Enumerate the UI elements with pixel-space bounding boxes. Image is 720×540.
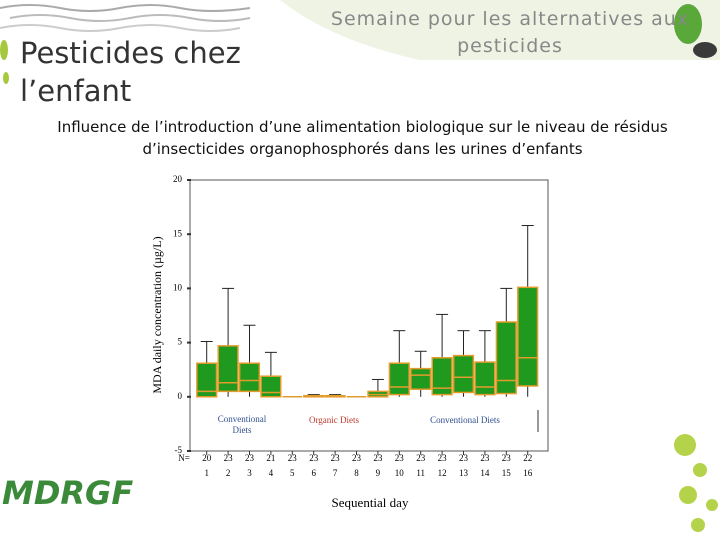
n-value: 23	[245, 453, 255, 463]
y-tick-label: 5	[178, 337, 183, 347]
banner: Semaine pour les alternatives aux pestic…	[330, 8, 690, 57]
x-tick-label: 8	[354, 468, 359, 478]
box	[238, 362, 261, 393]
n-value: 23	[459, 453, 469, 463]
subtitle: Influence de l’introduction d’une alimen…	[57, 118, 668, 158]
box	[260, 375, 282, 398]
n-value: 23	[288, 453, 298, 463]
annotation: Conventional Diets	[430, 415, 500, 425]
x-tick-label: 4	[269, 468, 274, 478]
x-tick-label: 13	[459, 468, 469, 478]
box	[452, 354, 475, 394]
x-tick-label: 15	[502, 468, 512, 478]
y-tick-label: 15	[173, 228, 183, 238]
n-value: 23	[502, 453, 512, 463]
n-value: 23	[352, 453, 362, 463]
box	[431, 357, 453, 396]
x-tick-label: 3	[247, 468, 252, 478]
box	[388, 362, 410, 396]
x-tick-label: 10	[395, 468, 405, 478]
slide-title: Pesticides chez l’enfant	[20, 36, 241, 108]
box	[474, 361, 496, 396]
n-value: 23	[331, 453, 341, 463]
logo: MDRGF	[2, 474, 134, 512]
n-value: 23	[373, 453, 383, 463]
y-tick-label: 20	[173, 174, 183, 184]
box	[517, 286, 539, 387]
x-tick-label: 16	[523, 468, 533, 478]
x-tick-label: 11	[416, 468, 425, 478]
n-value: 22	[523, 453, 532, 463]
annotation: Conventional	[218, 414, 267, 424]
n-value: 21	[266, 453, 275, 463]
x-tick-label: 1	[204, 468, 209, 478]
x-tick-label: 12	[438, 468, 447, 478]
y-tick-label: -5	[175, 445, 183, 455]
annotation: Organic Diets	[309, 415, 360, 425]
x-tick-label: 2	[226, 468, 231, 478]
x-tick-label: 9	[376, 468, 381, 478]
x-tick-label: 7	[333, 468, 338, 478]
y-tick-label: 0	[178, 391, 183, 401]
n-value: 23	[309, 453, 319, 463]
n-label: N=	[178, 453, 190, 463]
n-value: 20	[202, 453, 212, 463]
box	[495, 321, 517, 395]
n-value: 23	[438, 453, 448, 463]
n-value: 23	[416, 453, 426, 463]
box	[196, 362, 218, 398]
annotation: Diets	[233, 425, 252, 435]
n-value: 23	[224, 453, 234, 463]
n-value: 23	[480, 453, 490, 463]
box	[217, 345, 239, 393]
x-tick-label: 6	[311, 468, 316, 478]
box	[410, 367, 432, 390]
y-tick-label: 10	[173, 282, 183, 292]
x-tick-label: 5	[290, 468, 295, 478]
y-axis-label: MDA daily concentration (µg/L)	[150, 236, 164, 393]
plot-frame	[189, 179, 549, 452]
x-axis-label: Sequential day	[332, 495, 409, 510]
n-value: 23	[395, 453, 405, 463]
x-tick-label: 14	[480, 468, 490, 478]
